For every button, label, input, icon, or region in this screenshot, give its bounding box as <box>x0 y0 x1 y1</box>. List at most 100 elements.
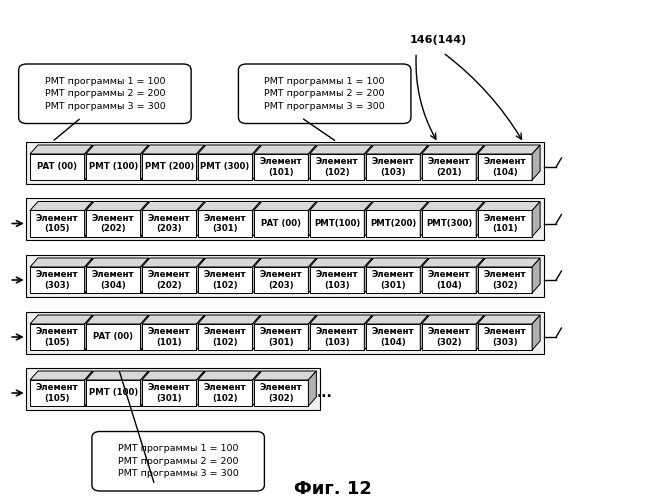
Polygon shape <box>30 324 85 350</box>
Text: Элемент
(304): Элемент (304) <box>92 270 135 289</box>
Polygon shape <box>422 154 476 180</box>
Text: Элемент
(203): Элемент (203) <box>148 214 190 233</box>
Polygon shape <box>30 202 93 210</box>
Text: PMT(300): PMT(300) <box>426 219 472 228</box>
Text: Элемент
(102): Элемент (102) <box>204 328 246 346</box>
Polygon shape <box>366 202 428 210</box>
Polygon shape <box>142 258 204 267</box>
Polygon shape <box>308 202 316 236</box>
Polygon shape <box>198 154 252 180</box>
Polygon shape <box>198 371 260 380</box>
Text: Элемент
(101): Элемент (101) <box>484 214 526 233</box>
Polygon shape <box>85 371 93 406</box>
Polygon shape <box>198 324 252 350</box>
Polygon shape <box>254 315 316 324</box>
Polygon shape <box>364 202 372 236</box>
Text: PMT (200): PMT (200) <box>145 162 194 172</box>
Polygon shape <box>310 267 364 293</box>
Polygon shape <box>196 371 204 406</box>
Polygon shape <box>26 312 544 354</box>
Polygon shape <box>30 315 93 324</box>
Text: Элемент
(103): Элемент (103) <box>372 158 414 176</box>
Text: Элемент
(105): Элемент (105) <box>36 214 79 233</box>
Polygon shape <box>30 371 93 380</box>
Polygon shape <box>254 380 308 406</box>
Polygon shape <box>310 154 364 180</box>
FancyBboxPatch shape <box>92 432 264 491</box>
Polygon shape <box>308 258 316 293</box>
Polygon shape <box>420 145 428 180</box>
Text: Элемент
(301): Элемент (301) <box>372 270 414 289</box>
Text: Элемент
(102): Элемент (102) <box>316 158 358 176</box>
Polygon shape <box>364 145 372 180</box>
Polygon shape <box>142 202 204 210</box>
Text: Фиг. 12: Фиг. 12 <box>294 480 372 498</box>
Polygon shape <box>30 145 93 154</box>
Polygon shape <box>198 202 260 210</box>
Polygon shape <box>85 315 93 350</box>
Polygon shape <box>254 371 316 380</box>
Polygon shape <box>310 324 364 350</box>
Polygon shape <box>142 210 196 236</box>
Polygon shape <box>254 202 316 210</box>
Text: 146(144): 146(144) <box>410 35 467 45</box>
Polygon shape <box>420 258 428 293</box>
Polygon shape <box>476 315 484 350</box>
Polygon shape <box>252 258 260 293</box>
Text: Элемент
(101): Элемент (101) <box>260 158 302 176</box>
Polygon shape <box>142 315 204 324</box>
Polygon shape <box>254 154 308 180</box>
Text: Элемент
(104): Элемент (104) <box>484 158 526 176</box>
Polygon shape <box>422 315 484 324</box>
Polygon shape <box>478 324 532 350</box>
Polygon shape <box>198 315 260 324</box>
Text: PAT (00): PAT (00) <box>93 332 133 342</box>
Text: Элемент
(303): Элемент (303) <box>36 270 79 289</box>
Text: РМТ программы 1 = 100
РМТ программы 2 = 200
РМТ программы 3 = 300: РМТ программы 1 = 100 РМТ программы 2 = … <box>118 444 238 478</box>
Polygon shape <box>142 267 196 293</box>
Polygon shape <box>142 324 196 350</box>
Polygon shape <box>476 145 484 180</box>
Polygon shape <box>252 202 260 236</box>
Polygon shape <box>420 315 428 350</box>
Polygon shape <box>478 267 532 293</box>
Polygon shape <box>142 380 196 406</box>
Polygon shape <box>141 371 149 406</box>
Polygon shape <box>198 210 252 236</box>
Polygon shape <box>310 202 372 210</box>
Polygon shape <box>198 145 260 154</box>
Text: Элемент
(302): Элемент (302) <box>484 270 526 289</box>
Polygon shape <box>532 258 540 293</box>
Polygon shape <box>85 258 93 293</box>
Polygon shape <box>86 315 149 324</box>
Polygon shape <box>26 368 320 410</box>
Polygon shape <box>422 202 484 210</box>
Text: Элемент
(301): Элемент (301) <box>148 384 190 402</box>
Polygon shape <box>310 145 372 154</box>
Polygon shape <box>422 324 476 350</box>
Polygon shape <box>142 145 204 154</box>
Text: РМТ программы 1 = 100
РМТ программы 2 = 200
РМТ программы 3 = 300: РМТ программы 1 = 100 РМТ программы 2 = … <box>264 76 385 111</box>
Polygon shape <box>310 315 372 324</box>
Polygon shape <box>422 258 484 267</box>
Polygon shape <box>478 145 540 154</box>
Polygon shape <box>86 154 141 180</box>
Polygon shape <box>366 258 428 267</box>
Polygon shape <box>366 210 420 236</box>
Polygon shape <box>254 210 308 236</box>
Polygon shape <box>196 315 204 350</box>
Text: Элемент
(102): Элемент (102) <box>204 270 246 289</box>
Polygon shape <box>254 267 308 293</box>
Polygon shape <box>366 145 428 154</box>
Polygon shape <box>532 315 540 350</box>
Polygon shape <box>254 258 316 267</box>
Text: PAT (00): PAT (00) <box>261 219 301 228</box>
Polygon shape <box>86 380 141 406</box>
Polygon shape <box>478 210 532 236</box>
Polygon shape <box>141 258 149 293</box>
Polygon shape <box>366 315 428 324</box>
Text: Элемент
(202): Элемент (202) <box>148 270 190 289</box>
Polygon shape <box>30 258 93 267</box>
Polygon shape <box>141 202 149 236</box>
Polygon shape <box>420 202 428 236</box>
